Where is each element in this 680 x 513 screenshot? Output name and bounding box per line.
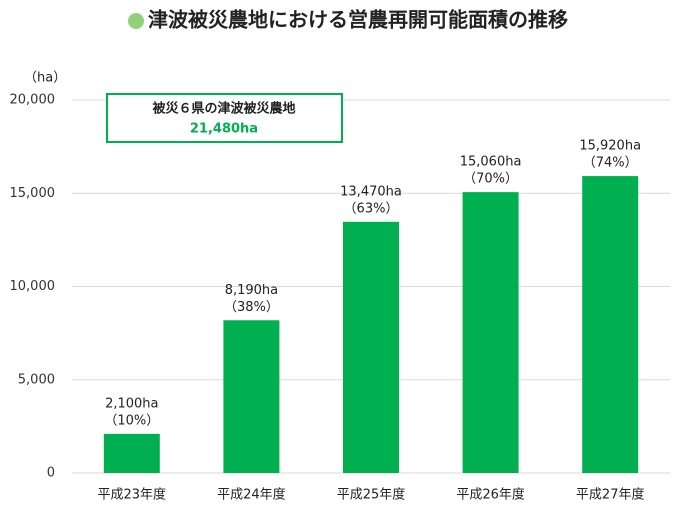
x-tick-label: 平成26年度 <box>456 487 525 503</box>
bar <box>103 433 160 473</box>
annotation-text: 被災６県の津波被災農地 <box>151 101 295 117</box>
x-tick-label: 平成25年度 <box>337 487 406 503</box>
y-axis-unit: （ha） <box>24 71 66 86</box>
y-tick-label: 0 <box>47 466 55 481</box>
value-label: 15,060ha <box>460 155 522 170</box>
bar <box>462 192 519 474</box>
title-bullet <box>128 13 144 29</box>
y-tick-label: 10,000 <box>10 279 56 294</box>
share-label: （38%） <box>224 300 279 315</box>
value-label: 13,470ha <box>340 184 402 199</box>
y-tick-label: 15,000 <box>10 186 56 201</box>
x-tick-label: 平成23年度 <box>98 487 167 503</box>
value-label: 15,920ha <box>579 139 641 154</box>
share-label: （63%） <box>344 201 399 216</box>
share-label: （10%） <box>104 413 159 428</box>
bar <box>582 176 639 474</box>
annotation-value: 21,480ha <box>190 122 258 137</box>
x-tick-label: 平成24年度 <box>217 487 286 503</box>
value-label: 8,190ha <box>225 283 278 298</box>
bar <box>223 320 280 473</box>
chart-title: 津波被災農地における営農再開可能面積の推移 <box>148 8 568 32</box>
share-label: （74%） <box>583 156 638 171</box>
y-tick-label: 5,000 <box>18 372 55 387</box>
share-label: （70%） <box>463 172 518 187</box>
value-label: 2,100ha <box>105 396 158 411</box>
x-tick-label: 平成27年度 <box>576 487 645 503</box>
y-tick-label: 20,000 <box>10 93 56 108</box>
annotation-box <box>106 93 343 143</box>
bar <box>343 221 399 473</box>
